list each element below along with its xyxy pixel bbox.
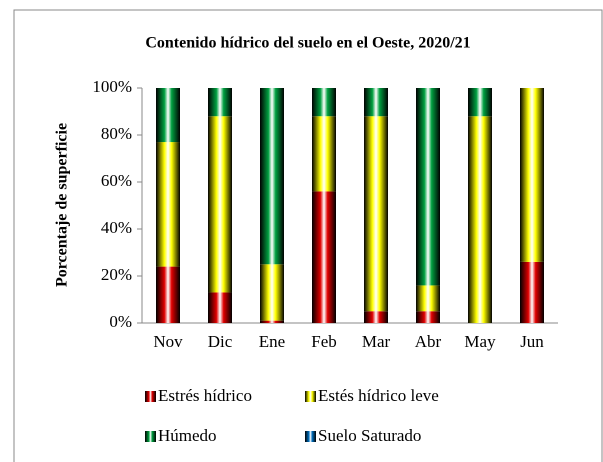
bar-segment	[364, 311, 388, 323]
legend-label: Estrés hídrico	[158, 386, 252, 405]
bar-segment	[416, 88, 440, 286]
bar-segment	[364, 116, 388, 312]
x-tick-label: Feb	[311, 332, 337, 351]
x-tick-label: May	[464, 332, 496, 351]
bar-segment	[520, 88, 544, 262]
x-tick-label: Jun	[520, 332, 544, 351]
legend-swatch	[145, 431, 156, 442]
x-tick-label: Abr	[415, 332, 442, 351]
bar-segment	[156, 142, 180, 267]
x-tick-label: Mar	[362, 332, 391, 351]
bar-segment	[416, 285, 440, 312]
y-tick-label: 20%	[101, 265, 132, 284]
bar-segment	[260, 320, 284, 323]
bar-segment	[260, 88, 284, 265]
x-tick-label: Dic	[208, 332, 233, 351]
bar-segment	[416, 311, 440, 323]
y-tick-label: 100%	[92, 77, 132, 96]
bar-segment	[208, 116, 232, 293]
bar-segment	[312, 88, 336, 117]
bar-segment	[312, 191, 336, 323]
y-tick-label: 80%	[101, 124, 132, 143]
chart-title: Contenido hídrico del suelo en el Oeste,…	[145, 35, 470, 52]
bar-segment	[312, 116, 336, 192]
bar-segment	[468, 116, 492, 323]
legend-label: Húmedo	[158, 426, 217, 445]
y-tick-label: 40%	[101, 218, 132, 237]
bar-segment	[364, 88, 388, 117]
x-tick-label: Ene	[259, 332, 285, 351]
bar-segment	[156, 88, 180, 143]
bar-segment	[208, 292, 232, 323]
bar-segment	[208, 88, 232, 117]
x-tick-label: Nov	[153, 332, 183, 351]
bar-segment	[260, 264, 284, 321]
legend-swatch	[145, 391, 156, 402]
y-tick-label: 0%	[109, 312, 132, 331]
legend-label: Suelo Saturado	[318, 426, 421, 445]
bar-segment	[468, 88, 492, 117]
bar-segment	[156, 266, 180, 323]
bar-segment	[520, 261, 544, 323]
y-tick-label: 60%	[101, 171, 132, 190]
legend-swatch	[305, 431, 316, 442]
legend-label: Estés hídrico leve	[318, 386, 439, 405]
legend-swatch	[305, 391, 316, 402]
chart-border	[13, 9, 603, 462]
y-axis-label: Porcentaje de superficie	[54, 123, 71, 287]
